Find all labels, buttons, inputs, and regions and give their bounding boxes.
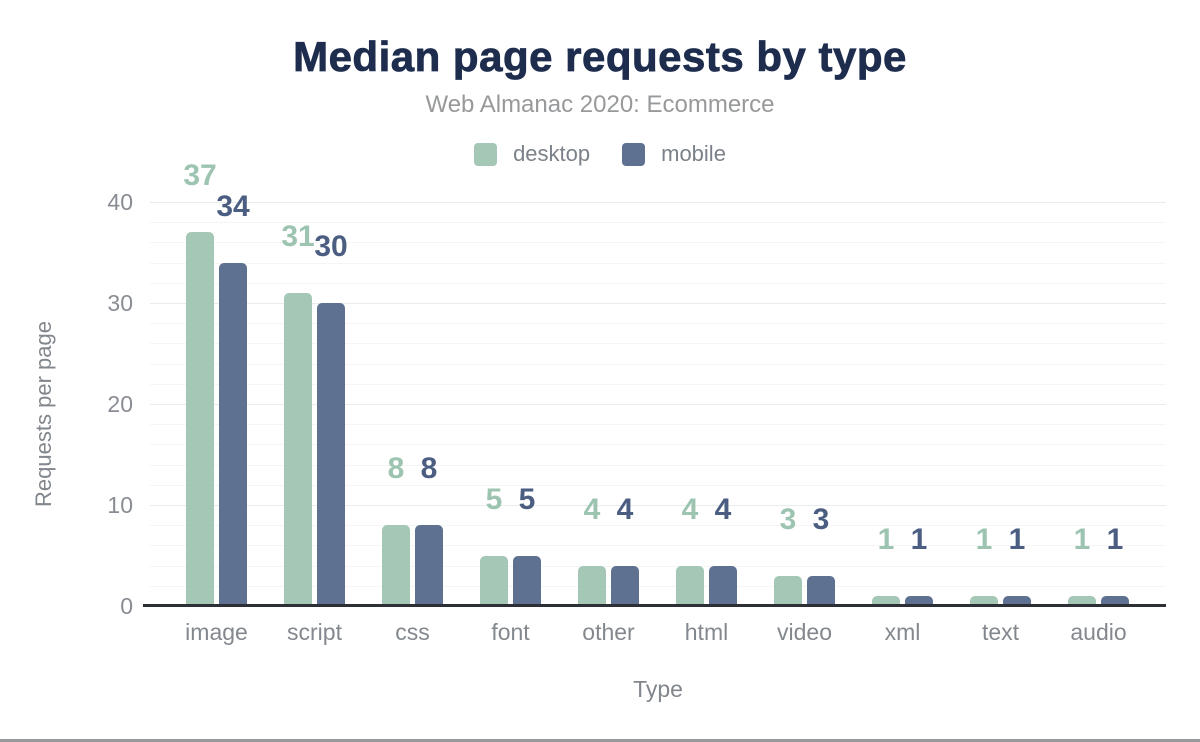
desktop-value-label-text: 1 <box>975 522 993 556</box>
x-axis-line <box>143 604 1166 607</box>
desktop-value-label-image: 37 <box>183 159 217 193</box>
desktop-bar-other <box>578 565 606 606</box>
mobile-value-label-script: 30 <box>314 230 348 263</box>
mobile-bar-video <box>807 575 835 606</box>
desktop-value-label-audio: 1 <box>1073 522 1091 556</box>
mobile-bar-text <box>1003 595 1031 606</box>
mobile-bar-image <box>219 262 247 606</box>
desktop-bar-xml <box>872 595 900 606</box>
desktop-bar-video <box>774 575 802 606</box>
desktop-value-label-video: 3 <box>779 502 797 536</box>
desktop-bar-audio <box>1068 595 1096 606</box>
minor-gridline <box>150 343 1166 345</box>
minor-gridline <box>150 383 1166 385</box>
desktop-bar-font <box>480 555 508 606</box>
legend-label-mobile: mobile <box>661 141 726 166</box>
minor-gridline <box>150 585 1166 587</box>
minor-gridline <box>150 282 1166 284</box>
minor-gridline <box>150 323 1166 325</box>
chart-subtitle: Web Almanac 2020: Ecommerce <box>425 91 775 118</box>
mobile-value-label-text: 1 <box>1008 522 1026 556</box>
mobile-value-label-css: 8 <box>420 452 438 486</box>
minor-gridline <box>150 424 1166 426</box>
chart-legend: desktop mobile <box>0 141 1200 167</box>
mobile-bar-audio <box>1101 595 1129 606</box>
major-gridline <box>150 505 1166 506</box>
legend-item-desktop: desktop <box>474 141 590 167</box>
major-gridline <box>150 404 1166 405</box>
x-tick-label-other: other <box>582 619 635 645</box>
x-tick-label-video: video <box>777 619 832 645</box>
mobile-bar-css <box>415 525 443 606</box>
minor-gridline <box>150 565 1166 567</box>
minor-gridline <box>150 262 1166 264</box>
desktop-bar-text <box>970 595 998 606</box>
mobile-bar-font <box>513 555 541 606</box>
mobile-value-label-video: 3 <box>812 502 830 536</box>
minor-gridline <box>150 444 1166 446</box>
minor-gridline <box>150 525 1166 527</box>
mobile-swatch-icon <box>622 142 646 166</box>
y-tick-label: 10 <box>107 492 133 518</box>
mobile-value-label-font: 5 <box>518 482 536 516</box>
desktop-value-label-css: 8 <box>387 452 405 486</box>
desktop-value-label-html: 4 <box>681 492 699 526</box>
desktop-value-label-xml: 1 <box>877 522 895 556</box>
y-tick-label: 20 <box>107 391 133 417</box>
legend-label-desktop: desktop <box>513 141 591 166</box>
minor-gridline <box>150 363 1166 365</box>
desktop-swatch-icon <box>474 142 498 166</box>
x-tick-label-image: image <box>185 619 248 645</box>
x-tick-label-script: script <box>287 619 342 645</box>
chart-title: Median page requests by type <box>293 33 907 81</box>
desktop-value-label-font: 5 <box>485 482 503 516</box>
y-tick-label: 30 <box>107 290 133 316</box>
mobile-value-label-html: 4 <box>714 492 732 526</box>
mobile-value-label-image: 34 <box>216 189 250 223</box>
x-tick-label-text: text <box>981 619 1020 645</box>
major-gridline <box>150 202 1166 203</box>
legend-item-mobile: mobile <box>622 141 726 167</box>
y-axis-title: Requests per page <box>31 321 56 507</box>
y-tick-label: 40 <box>107 189 133 215</box>
desktop-value-label-script: 31 <box>281 219 315 253</box>
x-tick-label-audio: audio <box>1070 619 1127 645</box>
minor-gridline <box>150 222 1166 224</box>
desktop-value-label-other: 4 <box>583 492 601 526</box>
bottom-rule <box>0 739 1200 742</box>
mobile-bar-other <box>611 565 639 606</box>
x-tick-label-html: html <box>684 619 729 645</box>
minor-gridline <box>150 464 1166 466</box>
desktop-bar-script <box>284 292 312 606</box>
desktop-bar-image <box>186 232 214 606</box>
x-tick-label-css: css <box>395 619 430 645</box>
mobile-bar-html <box>709 565 737 606</box>
x-tick-label-xml: xml <box>884 619 921 645</box>
desktop-bar-html <box>676 565 704 606</box>
mobile-value-label-other: 4 <box>616 492 634 526</box>
mobile-value-label-audio: 1 <box>1106 522 1124 556</box>
minor-gridline <box>150 242 1166 244</box>
mobile-bar-xml <box>905 595 933 606</box>
x-tick-label-font: font <box>491 619 530 645</box>
major-gridline <box>150 303 1166 304</box>
minor-gridline <box>150 484 1166 486</box>
y-tick-label: 0 <box>120 593 133 619</box>
mobile-value-label-xml: 1 <box>910 522 928 556</box>
minor-gridline <box>150 545 1166 547</box>
desktop-bar-css <box>382 525 410 606</box>
x-axis-title: Type <box>633 676 683 702</box>
mobile-bar-script <box>317 303 345 606</box>
